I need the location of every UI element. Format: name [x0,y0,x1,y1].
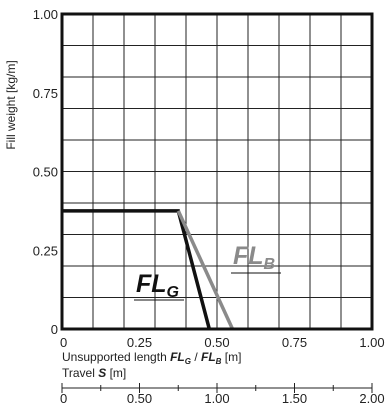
plot-frame [60,12,374,331]
y-axis-label: Fill weight [kg/m] [4,60,18,149]
travel-axis-label: Travel S [m] [62,366,126,380]
series-lines [62,209,235,330]
y-tick-label: 0.50 [33,165,58,180]
x-tick-label: 0.25 [127,335,152,350]
y-tick-label: 0.75 [33,86,58,101]
series-label-flb: FLB [233,242,275,273]
travel-tick-label: 0.50 [127,391,152,406]
travel-tick-label: 1.00 [204,391,229,406]
travel-tick-label: 1.50 [282,391,307,406]
grid [62,14,372,329]
y-tick-label: 1.00 [33,7,58,22]
travel-tick-label: 2.00 [359,391,384,406]
x-tick-label: 0.50 [204,335,229,350]
x-tick-label: 0.75 [282,335,307,350]
x-tick-label: 0 [60,335,67,350]
series-label-flg: FLG [136,270,179,301]
x-axis-label: Unsupported length FLG / FLB [m] [62,350,241,366]
x-axis-ticks: 0 0.25 0.50 0.75 1.00 [60,335,385,350]
travel-tick-label: 0 [60,391,67,406]
x-tick-label: 1.00 [359,335,384,350]
y-tick-label: 0.25 [33,243,58,258]
travel-axis-ticks: 0 0.50 1.00 1.50 2.00 [60,383,385,406]
y-tick-label: 0 [51,322,58,337]
y-axis-ticks: 0 0.25 0.50 0.75 1.00 [33,7,58,337]
series-line-flb [176,210,235,330]
